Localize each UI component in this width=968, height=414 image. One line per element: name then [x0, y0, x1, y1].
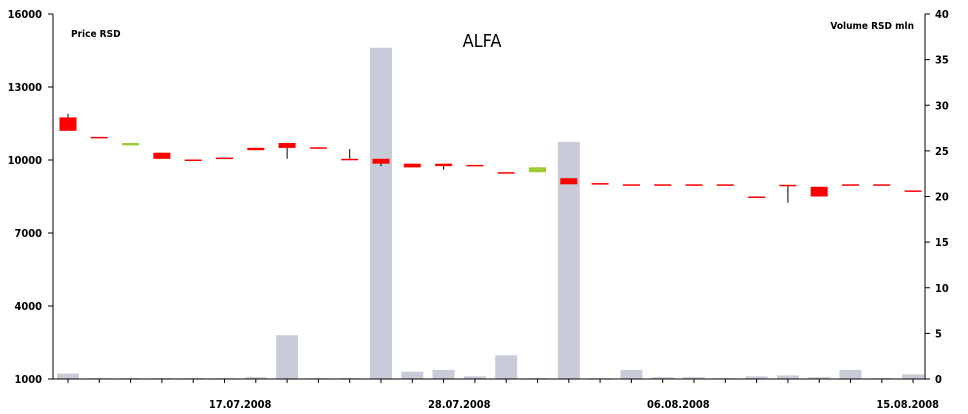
volume-bar	[276, 335, 299, 379]
volume-bar	[776, 375, 799, 379]
candle-body	[904, 190, 922, 192]
candle-body	[529, 167, 546, 173]
candle-body	[309, 147, 327, 149]
candle-body	[622, 184, 640, 186]
candle-body	[153, 152, 171, 159]
right-tick-label: 25	[935, 145, 949, 158]
volume-bar	[651, 377, 674, 379]
left-tick-label: 4000	[14, 300, 42, 313]
right-tick-label: 40	[935, 8, 949, 21]
volume-bar	[902, 374, 925, 379]
candle-body	[591, 183, 609, 185]
candle-body	[122, 143, 140, 146]
volume-bar	[401, 371, 424, 379]
volume-bar	[244, 377, 267, 379]
right-tick-label: 5	[935, 327, 942, 340]
candle-body	[403, 163, 421, 168]
volume-bar	[808, 377, 831, 379]
volume-bar	[432, 369, 455, 379]
candle-body	[654, 184, 672, 186]
x-axis-ticks: 17.07.2008 28.07.2008 06.08.2008 15.08.2008	[67, 379, 939, 411]
volume-bar	[370, 47, 392, 380]
right-tick-label: 0	[935, 373, 942, 386]
volume-bar	[683, 377, 705, 379]
candle-body	[216, 157, 233, 160]
candle-body	[779, 184, 797, 187]
candle-body	[59, 117, 77, 131]
candle-body	[466, 164, 484, 167]
volume-bar	[745, 376, 768, 379]
left-tick-label: 10000	[8, 154, 43, 167]
right-axis-title: Volume RSD mln	[830, 21, 914, 32]
candle-body	[278, 143, 296, 148]
candle-body	[716, 184, 734, 186]
volume-bar	[463, 376, 486, 379]
left-tick-label: 7000	[14, 227, 42, 240]
right-tick-label: 30	[935, 99, 949, 112]
left-tick-label: 16000	[8, 8, 43, 21]
right-tick-label: 20	[935, 191, 949, 204]
chart-title: ALFA	[463, 31, 502, 52]
volume-bar	[839, 369, 862, 379]
candle-body	[247, 147, 265, 151]
candle-body	[372, 158, 390, 164]
left-axis-ticks: 1000 4000 7000 10000 13000 16000	[8, 8, 53, 386]
x-tick-label: 15.08.2008	[876, 398, 939, 411]
volume-bar	[57, 373, 79, 379]
right-tick-label: 10	[935, 282, 949, 295]
candle-body	[184, 159, 202, 161]
left-axis-title: Price RSD	[71, 29, 121, 40]
candle-body	[748, 196, 766, 198]
volume-bars	[57, 47, 925, 380]
volume-bar	[557, 141, 580, 380]
candle-body	[341, 158, 359, 161]
candle-body	[873, 184, 891, 186]
candle-body	[435, 163, 453, 167]
price-candles	[59, 113, 922, 203]
candle-body	[560, 178, 578, 185]
right-tick-label: 35	[935, 54, 949, 67]
volume-bar	[495, 355, 518, 379]
x-tick-label: 17.07.2008	[209, 398, 272, 411]
x-tick-label: 06.08.2008	[647, 398, 710, 411]
axes	[52, 14, 926, 380]
right-tick-label: 15	[935, 236, 949, 249]
right-axis-ticks: 0 5 10 15 20 25 30 35 40	[925, 8, 949, 386]
volume-bar	[620, 369, 643, 379]
candle-body	[685, 184, 703, 186]
candle-body	[810, 186, 828, 197]
candle-body	[842, 184, 859, 186]
left-tick-label: 1000	[14, 373, 42, 386]
candle-body	[90, 136, 108, 139]
candle-body	[497, 172, 515, 174]
left-tick-label: 13000	[8, 81, 43, 94]
x-tick-label: 28.07.2008	[428, 398, 491, 411]
